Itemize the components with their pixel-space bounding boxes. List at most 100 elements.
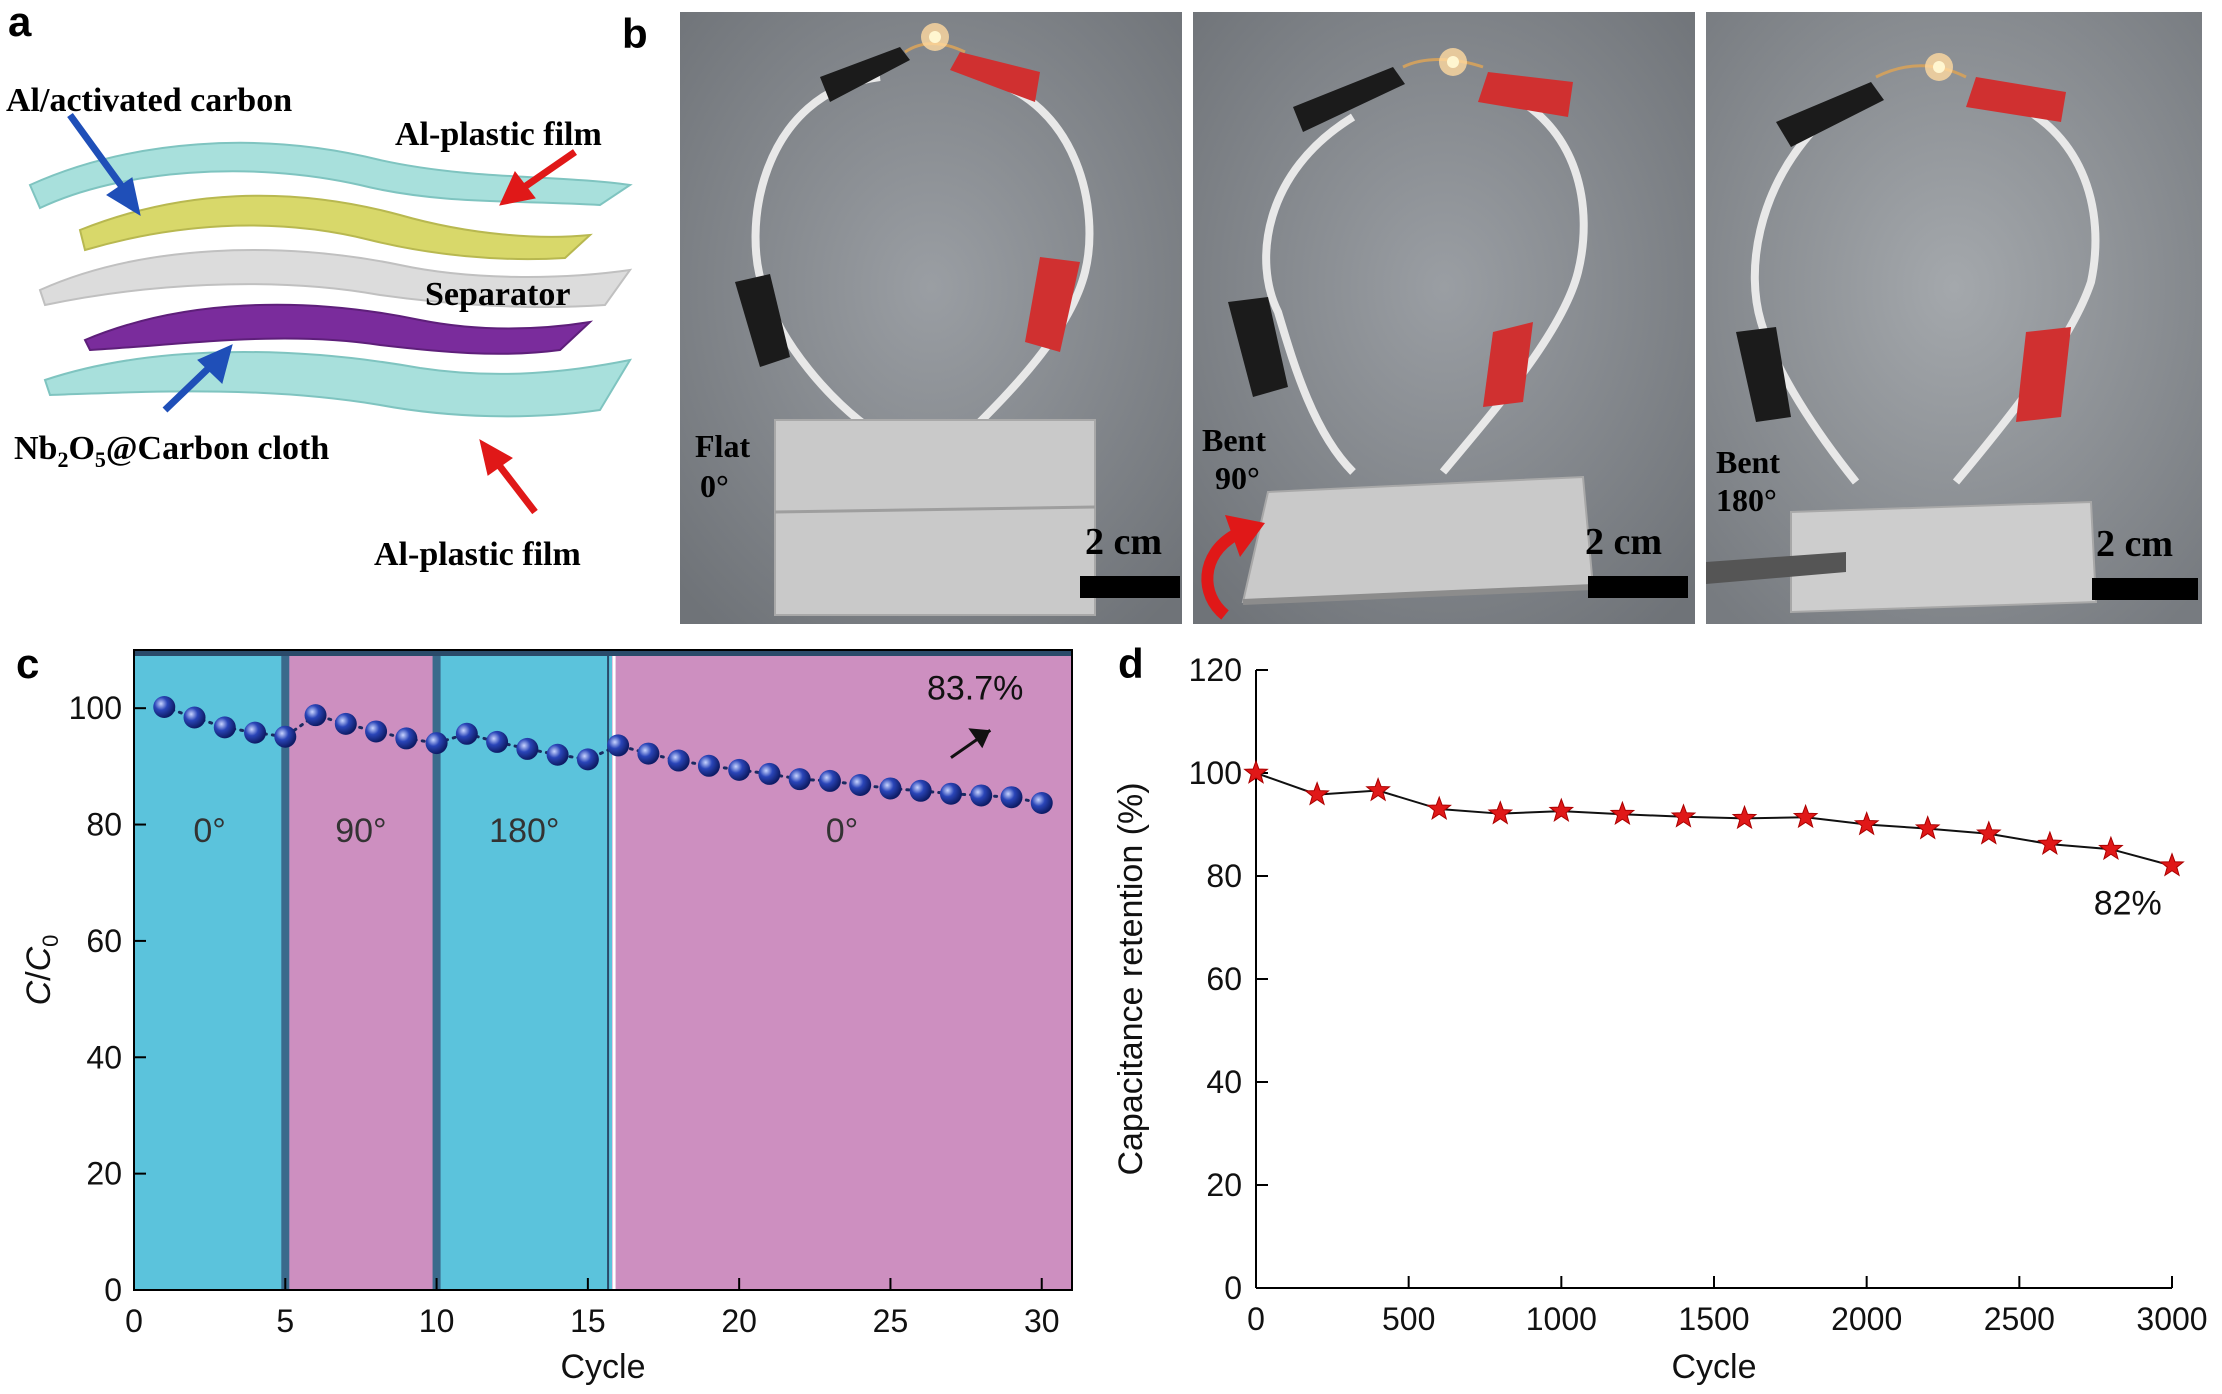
data-point-17 — [667, 749, 690, 772]
data-point-9 — [425, 732, 448, 755]
data-point-8 — [395, 727, 418, 750]
data-point-28 — [1000, 786, 1023, 809]
y-tick-label-6: 120 — [1189, 652, 1242, 688]
data-point-25 — [909, 779, 932, 802]
data-point-3 — [244, 721, 267, 744]
panel-b-letter: b — [622, 10, 648, 57]
label-separator: Separator — [425, 276, 571, 313]
y-label-subscript: 0 — [38, 935, 63, 947]
photo-bent90-state-line1: Bent — [1202, 422, 1266, 458]
data-point-29 — [1030, 792, 1053, 815]
data-point-1 — [183, 706, 206, 729]
annotation-83-7: 83.7% — [927, 669, 1023, 707]
data-point-15 — [607, 734, 630, 757]
red-arrow-top — [499, 149, 577, 206]
y-tick-label-3: 60 — [1206, 961, 1242, 997]
x-tick-label-0: 0 — [125, 1303, 143, 1339]
photo-bent180-scale-bar — [2092, 578, 2198, 600]
region-label-0: 0° — [193, 812, 226, 850]
data-point-21 — [788, 768, 811, 791]
panel-a-letter: a — [8, 0, 32, 45]
y-tick-label-4: 80 — [1206, 858, 1242, 894]
photo-bent180-state-line1: Bent — [1716, 444, 1780, 480]
data-point-10 — [455, 722, 478, 745]
y-axis-label: C/C0 — [20, 935, 63, 1006]
y-tick-label-3: 60 — [86, 923, 122, 959]
photo-flat-state-line1: Flat — [695, 428, 751, 464]
photo-bent90-scale-bar — [1588, 576, 1688, 598]
data-point-13 — [546, 743, 569, 766]
x-axis-label: Cycle — [560, 1348, 645, 1386]
annotation-82: 82% — [2094, 885, 2162, 923]
data-point-0 — [1243, 759, 1269, 784]
activated-carbon-layer — [78, 194, 593, 261]
data-point-10 — [1853, 811, 1880, 836]
photo-bent90-scale-text: 2 cm — [1585, 521, 1663, 563]
data-point-19 — [728, 758, 751, 781]
data-point-14 — [576, 748, 599, 771]
series-line — [162, 705, 1044, 805]
y-tick-label-4: 80 — [86, 807, 122, 843]
x-tick-label-5: 2500 — [1984, 1301, 2055, 1337]
data-point-5 — [1548, 797, 1575, 822]
al-plastic-film-top-layer — [28, 141, 633, 210]
plot-frame — [133, 649, 1073, 1291]
region-0 — [134, 650, 286, 1290]
panel-c-letter: c — [16, 640, 40, 687]
label-nb-sub-2: 2 — [57, 446, 69, 472]
x-axis-label: Cycle — [1671, 1348, 1756, 1386]
data-point-26 — [939, 782, 962, 805]
data-point-12 — [516, 737, 539, 760]
x-tick-label-4: 20 — [721, 1303, 757, 1339]
photo-bent90-state-line2: 90° — [1215, 460, 1260, 496]
region-boundary-1 — [432, 650, 441, 1290]
data-point-4 — [1487, 800, 1514, 825]
x-tick-label-5: 25 — [873, 1303, 909, 1339]
data-point-15 — [2159, 852, 2185, 877]
photo-bent180-scale-text: 2 cm — [2096, 523, 2174, 565]
photo-bent-180 — [1706, 12, 2202, 624]
x-tick-label-4: 2000 — [1831, 1301, 1902, 1337]
panel-d-letter: d — [1118, 640, 1144, 687]
data-point-20 — [758, 762, 781, 785]
carbon-cloth-layer — [83, 303, 594, 355]
y-tick-label-5: 100 — [69, 690, 122, 726]
region-boundary-0 — [281, 650, 290, 1290]
data-point-22 — [818, 769, 841, 792]
y-label-c0: C — [20, 946, 58, 971]
data-point-6 — [1609, 800, 1636, 826]
data-point-7 — [1670, 803, 1697, 828]
photo-flat — [680, 12, 1182, 624]
chart-d-capacitance-retention: 0 500 1000 1500 2000 2500 3000 0 20 40 60 80 100 120 C… — [1112, 652, 2208, 1386]
data-point-11 — [486, 730, 509, 753]
data-point-12 — [1976, 820, 2002, 845]
data-point-13 — [2037, 830, 2063, 855]
x-tick-label-6: 30 — [1024, 1303, 1060, 1339]
y-tick-label-0: 0 — [104, 1272, 122, 1308]
label-al-activated-carbon: Al/activated carbon — [6, 82, 293, 119]
data-point-27 — [970, 784, 993, 807]
data-point-23 — [849, 773, 872, 796]
region-label-3: 0° — [826, 812, 859, 850]
data-point-6 — [334, 712, 357, 735]
label-o-text: O — [68, 430, 95, 467]
label-carbon-cloth-text: @Carbon cloth — [105, 430, 330, 467]
data-point-11 — [1914, 815, 1941, 840]
data-point-2 — [1365, 777, 1391, 802]
data-point-3 — [1426, 795, 1452, 820]
chart-c-normalized-capacitance: 0° 90° 180° 0° 0 5 10 15 20 25 30 0 20 40 60 80 100 Cycle… — [20, 649, 1073, 1386]
x-tick-label-6: 3000 — [2136, 1301, 2207, 1337]
label-al-plastic-film-bottom: Al-plastic film — [374, 536, 581, 573]
schematic-illustration — [28, 112, 633, 515]
x-tick-label-0: 0 — [1247, 1301, 1265, 1337]
label-al-plastic-film-top: Al-plastic film — [395, 116, 602, 153]
y-tick-label-1: 20 — [1206, 1167, 1242, 1203]
region-label-1: 90° — [335, 812, 386, 850]
data-point-14 — [2098, 835, 2124, 861]
label-nb-sub-5: 5 — [94, 446, 106, 472]
y-tick-label-2: 40 — [86, 1039, 122, 1075]
data-point-2 — [213, 716, 236, 739]
label-nb-text: Nb — [14, 430, 58, 467]
y-tick-label-2: 40 — [1206, 1064, 1242, 1100]
y-tick-label-5: 100 — [1189, 755, 1242, 791]
